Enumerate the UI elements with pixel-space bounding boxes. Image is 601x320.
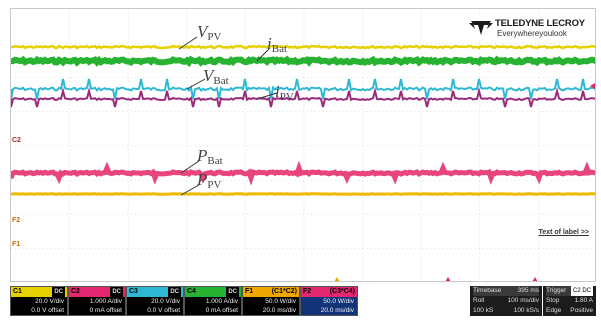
channel-c4-scale: 1.000 A/div: [205, 298, 238, 305]
timebase-value: 395 ms: [517, 287, 539, 294]
math-f2-header: F2 (C3*C4): [301, 287, 357, 297]
cursor-marker-2[interactable]: [532, 277, 538, 281]
channel-c2-box[interactable]: C2 DC 1.000 A/div 0 mA offset: [68, 286, 126, 316]
label-p-bat: PBat: [197, 146, 223, 167]
timebase-samples: 100 kS: [473, 307, 494, 314]
trace-i-bat: [11, 55, 595, 68]
channel-c3-scale: 20.0 V/div: [151, 298, 180, 305]
pointer-v-bat: [186, 78, 206, 90]
pointer-p-pv: [180, 184, 200, 196]
label-i-bat: iBat: [267, 34, 288, 55]
logo-name: TELEDYNE LECROY: [495, 18, 585, 29]
math-f2-timescale: 20.0 ms/div: [320, 307, 354, 314]
trigger-slope: Positive: [570, 307, 593, 314]
channel-c2-scale: 1.000 A/div: [89, 298, 122, 305]
timebase-mode: Roll: [473, 297, 485, 304]
label-v-pv: VPV: [197, 22, 222, 43]
label-v-bat: VBat: [203, 66, 229, 87]
channel-c4-offset: 0 mA offset: [205, 307, 238, 314]
channel-c1-header: C1 DC: [11, 287, 67, 297]
channel-c1-scale: 20.0 V/div: [35, 298, 64, 305]
channel-c4-box[interactable]: C4 DC 1.000 A/div 0 mA offset: [184, 286, 242, 316]
trigger-mode: Stop: [546, 297, 560, 304]
math-f1-box[interactable]: F1 (C1*C2) 50.0 W/div 20.0 ms/div: [242, 286, 300, 316]
channel-descriptor-bar: C1 DC 20.0 V/div 0.0 V offset C2 DC 1.000 …: [10, 282, 596, 318]
trigger-type: Edge: [546, 307, 562, 314]
c2-ground-marker[interactable]: C2: [12, 137, 21, 144]
lecroy-emblem-icon: [469, 21, 493, 35]
math-f1-timescale: 20.0 ms/div: [262, 307, 296, 314]
waveform-traces: [11, 36, 595, 196]
teledyne-lecroy-logo: TELEDYNE LECROY Everywhereyoulook: [469, 15, 589, 41]
trigger-badge: C2 DC: [570, 286, 593, 296]
label-i-pv: iPV: [275, 82, 294, 103]
f2-ground-marker[interactable]: F2: [12, 217, 21, 224]
channel-c2-header: C2 DC: [69, 287, 125, 297]
math-f1-header: F1 (C1*C2): [243, 287, 299, 297]
channel-c1-offset: 0.0 V offset: [31, 307, 64, 314]
trigger-level-marker[interactable]: [590, 83, 595, 89]
waveform-display[interactable]: VPV iBat VBat iPV PBat PPV TELEDYNE LECR…: [10, 8, 596, 282]
trigger-label: Trigger: [546, 287, 567, 294]
f1-ground-marker[interactable]: F1: [12, 241, 21, 248]
trace-i-pv: [11, 87, 595, 108]
text-of-label-link[interactable]: Text of label >>: [538, 229, 589, 236]
trigger-panel[interactable]: Trigger C2 DC Stop 1.80 A Edge Positive: [543, 286, 596, 316]
math-f2-box[interactable]: F2 (C3*C4) 50.0 W/div 20.0 ms/div: [300, 286, 358, 316]
channel-c4-header: C4 DC: [185, 287, 241, 297]
channel-c1-box[interactable]: C1 DC 20.0 V/div 0.0 V offset: [10, 286, 68, 316]
label-p-pv: PPV: [197, 170, 222, 191]
timebase-rate: 100 kS/s: [513, 307, 539, 314]
trigger-level: 1.80 A: [574, 297, 593, 304]
pointer-v-pv: [178, 36, 198, 50]
trace-v-pv: [11, 44, 595, 50]
channel-c3-offset: 0.0 V offset: [147, 307, 180, 314]
graticule: [11, 9, 595, 281]
pointer-p-bat: [180, 160, 200, 174]
timebase-panel[interactable]: Timebase 395 ms Roll 100 ms/div 100 kS 100 …: [470, 286, 542, 316]
trigger-position-marker[interactable]: [334, 277, 340, 281]
trace-v-bat: [11, 78, 595, 100]
math-f1-scale: 50.0 W/div: [265, 298, 296, 305]
channel-c3-header: C3 DC: [127, 287, 183, 297]
trace-p-bat: [11, 160, 595, 186]
cursor-marker-1[interactable]: [445, 277, 451, 281]
timebase-per-div: 100 ms/div: [507, 297, 539, 304]
pointer-i-pv: [256, 92, 278, 100]
channel-c2-offset: 0 mA offset: [89, 307, 122, 314]
logo-tagline: Everywhereyoulook: [497, 29, 567, 38]
timebase-label: Timebase: [473, 287, 502, 294]
pointer-i-bat: [256, 48, 270, 62]
channel-c3-box[interactable]: C3 DC 20.0 V/div 0.0 V offset: [126, 286, 184, 316]
math-f2-scale: 50.0 W/div: [323, 298, 354, 305]
